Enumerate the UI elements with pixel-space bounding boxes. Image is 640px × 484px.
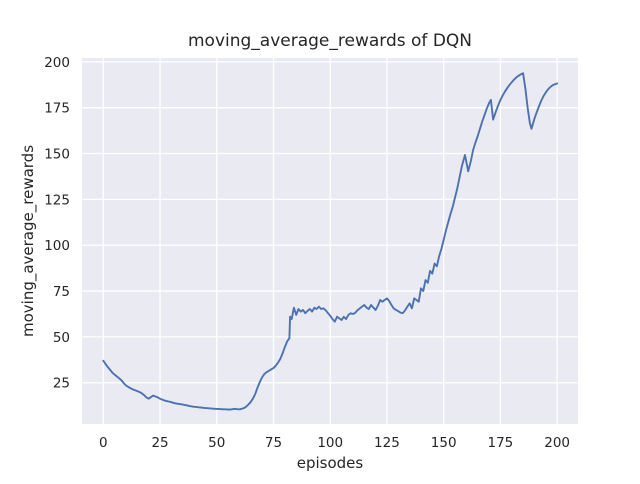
x-tick-label: 150 [431, 435, 457, 451]
y-tick-label: 75 [53, 284, 70, 300]
y-tick-label: 100 [44, 238, 70, 254]
x-tick-label: 0 [99, 435, 108, 451]
x-tick-label: 200 [544, 435, 570, 451]
y-gridlines [82, 61, 578, 384]
chart-title: moving_average_rewards of DQN [188, 31, 472, 51]
x-gridlines [102, 58, 558, 424]
y-tick-labels: 25 50 75 100 125 150 175 200 [44, 55, 70, 392]
x-tick-label: 100 [317, 435, 343, 451]
x-tick-labels: 0 25 50 75 100 125 150 175 200 [99, 435, 570, 451]
dqn-reward-line [102, 72, 559, 411]
x-tick-label: 175 [488, 435, 514, 451]
y-tick-label: 25 [53, 376, 70, 392]
x-tick-label: 50 [208, 435, 225, 451]
y-tick-label: 200 [44, 55, 70, 71]
y-tick-label: 175 [44, 101, 70, 117]
y-tick-label: 50 [53, 330, 70, 346]
y-axis-label: moving_average_rewards [19, 145, 38, 337]
x-tick-label: 25 [151, 435, 168, 451]
y-tick-label: 125 [44, 192, 70, 208]
y-tick-label: 150 [44, 147, 70, 163]
x-axis-label: episodes [297, 454, 364, 472]
x-tick-label: 75 [265, 435, 282, 451]
x-tick-label: 125 [374, 435, 400, 451]
